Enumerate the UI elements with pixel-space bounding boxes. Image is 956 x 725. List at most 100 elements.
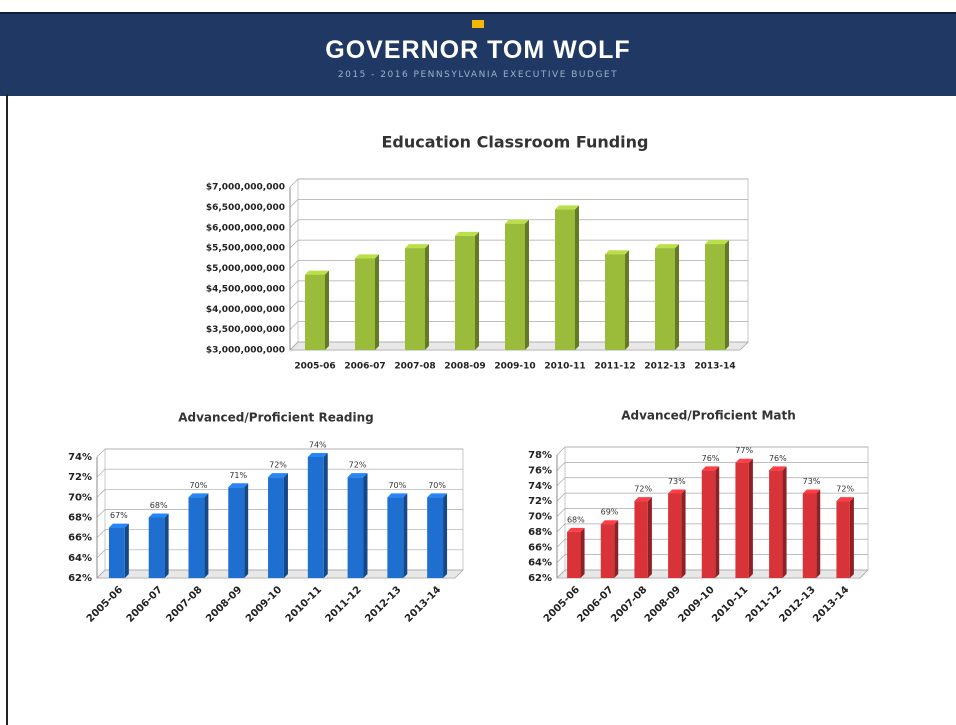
- data-label: 76%: [769, 454, 787, 463]
- bar-top: [387, 493, 408, 498]
- bar-top: [705, 240, 729, 245]
- x-tick-label: 2009-10: [494, 362, 535, 372]
- grid-line: [289, 239, 748, 249]
- data-label: 76%: [702, 454, 720, 463]
- bar: [705, 244, 725, 350]
- bar-top: [505, 219, 529, 224]
- y-tick-label: 66%: [528, 542, 552, 553]
- y-tick-label: 76%: [528, 465, 552, 476]
- data-label: 72%: [349, 461, 367, 470]
- bar-side: [164, 513, 169, 578]
- bar: [108, 527, 125, 578]
- data-label: 72%: [836, 485, 854, 494]
- bar-top: [405, 244, 429, 249]
- bar-top: [655, 244, 679, 249]
- chart-title: Advanced/Proficient Reading: [178, 411, 374, 425]
- bar: [802, 493, 817, 578]
- y-tick-label: $3,500,000,000: [206, 325, 285, 335]
- bar: [634, 501, 648, 578]
- y-tick-label: $6,000,000,000: [206, 223, 285, 233]
- y-tick-label: 62%: [68, 573, 92, 584]
- bar-top: [228, 483, 249, 488]
- data-label: 68%: [567, 515, 585, 524]
- bar: [769, 470, 783, 578]
- data-label: 71%: [229, 471, 247, 480]
- y-tick-label: 72%: [528, 496, 552, 507]
- y-tick-label: 74%: [68, 452, 92, 463]
- grid-line: [96, 569, 463, 579]
- y-tick-label: $4,500,000,000: [206, 284, 285, 294]
- bar: [387, 497, 404, 578]
- bar-top: [148, 513, 169, 518]
- data-label: 70%: [388, 481, 406, 490]
- y-tick-label: 68%: [528, 527, 552, 538]
- bar-top: [555, 205, 579, 210]
- bar: [735, 462, 749, 578]
- y-tick-label: $7,000,000,000: [206, 183, 285, 193]
- y-tick-label: 70%: [68, 492, 92, 503]
- bar-side: [748, 458, 753, 578]
- data-label: 68%: [150, 501, 168, 510]
- bar-top: [668, 489, 686, 494]
- y-tick-label: 64%: [68, 553, 92, 564]
- x-tick-label: 2006-07: [344, 362, 385, 372]
- bar-side: [525, 219, 529, 350]
- bar-side: [244, 483, 249, 578]
- bar-side: [782, 466, 787, 578]
- y-tick-label: 70%: [528, 512, 552, 523]
- x-tick-label: 2013-14: [811, 584, 851, 624]
- bar-side: [363, 473, 368, 578]
- bar-side: [849, 497, 854, 578]
- data-label: 74%: [309, 441, 327, 450]
- bar-top: [802, 489, 821, 494]
- grid-line: [556, 569, 868, 579]
- header: GOVERNOR TOM WOLF 2015 - 2016 PENNSYLVAN…: [0, 12, 956, 96]
- bar-top: [605, 250, 629, 255]
- x-tick-label: 2010-11: [544, 362, 585, 372]
- y-tick-label: $3,000,000,000: [206, 346, 285, 356]
- grid-line: [289, 219, 748, 228]
- y-tick-label: 78%: [528, 450, 552, 461]
- bar-side: [725, 240, 729, 350]
- chart-title: Advanced/Proficient Math: [621, 409, 796, 423]
- data-label: 72%: [269, 461, 287, 470]
- data-label: 70%: [190, 481, 208, 490]
- x-tick-label: 2009-10: [244, 584, 284, 624]
- grid-line: [289, 178, 748, 188]
- bar: [427, 497, 444, 578]
- grid-line: [96, 529, 463, 538]
- y-tick-label: $4,000,000,000: [206, 305, 285, 315]
- grid-line: [96, 549, 463, 559]
- data-label: 69%: [601, 508, 619, 517]
- grid-line: [289, 199, 748, 208]
- x-tick-label: 2007-08: [164, 584, 204, 624]
- grid-line: [289, 321, 748, 330]
- bar: [836, 501, 850, 578]
- bar-side: [816, 489, 821, 578]
- bar-top: [355, 254, 379, 259]
- bar-top: [188, 493, 209, 498]
- bar-side: [283, 473, 288, 578]
- bar: [228, 487, 245, 578]
- bar-top: [347, 473, 368, 478]
- bar: [567, 531, 581, 578]
- y-tick-label: 66%: [68, 533, 92, 544]
- bar: [600, 524, 615, 578]
- grid-line: [556, 554, 868, 563]
- grid-line: [96, 468, 463, 478]
- chart-title: Education Classroom Funding: [381, 133, 648, 152]
- x-tick-label: 2010-11: [284, 584, 324, 624]
- bar-side: [715, 466, 720, 578]
- bar-top: [600, 520, 619, 525]
- grid-line: [96, 448, 463, 458]
- data-label: 73%: [668, 477, 686, 486]
- bar: [505, 223, 525, 350]
- bar: [701, 470, 716, 578]
- bar: [305, 274, 325, 350]
- bar: [355, 258, 375, 350]
- header-title: GOVERNOR TOM WOLF: [325, 36, 631, 64]
- bar-side: [575, 205, 579, 350]
- grid-line: [556, 446, 868, 456]
